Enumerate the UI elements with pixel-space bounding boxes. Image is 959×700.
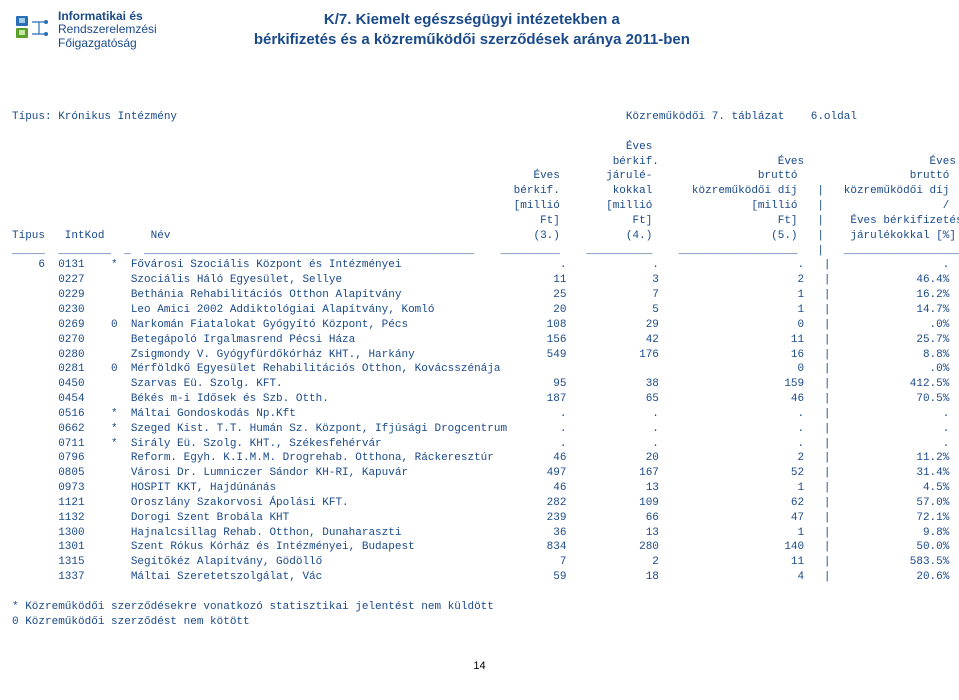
- logo-line3: Főigazgatóság: [58, 37, 157, 50]
- logo-text: Informatikai és Rendszerelemzési Főigazg…: [58, 10, 157, 50]
- header: Informatikai és Rendszerelemzési Főigazg…: [12, 10, 947, 50]
- title-line-1: K/7. Kiemelt egészségügyi intézetekben a: [157, 10, 787, 30]
- logo-icon: [12, 10, 52, 50]
- title-line-2: bérkifizetés és a közreműködői szerződés…: [157, 30, 787, 50]
- logo-line2: Rendszerelemzési: [58, 23, 157, 36]
- logo: Informatikai és Rendszerelemzési Főigazg…: [12, 10, 157, 50]
- page: Informatikai és Rendszerelemzési Főigazg…: [0, 0, 959, 684]
- title: K/7. Kiemelt egészségügyi intézetekben a…: [157, 10, 787, 49]
- page-number: 14: [12, 660, 947, 672]
- report-body: Típus: Krónikus Intézmény Közreműködői 7…: [12, 110, 947, 630]
